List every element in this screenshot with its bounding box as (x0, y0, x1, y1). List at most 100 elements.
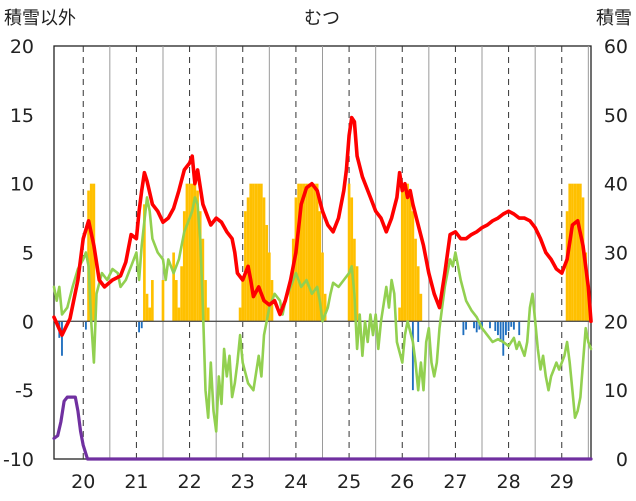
snow-bar (411, 211, 415, 322)
right-tick-label: 30 (604, 243, 628, 265)
blue-bar (462, 321, 465, 336)
snow-bar (355, 266, 359, 322)
x-tick-label: 24 (284, 471, 308, 493)
snow-bar (143, 204, 146, 322)
left-tick-label: 15 (10, 105, 34, 127)
blue-bar (489, 321, 491, 329)
snow-bar (180, 266, 183, 322)
snow-bar (321, 252, 324, 322)
snow-bar (252, 183, 255, 322)
snow-bar (246, 197, 250, 322)
blue-bar (140, 321, 143, 329)
right-tick-label: 50 (604, 105, 628, 127)
right-tick-label: 20 (604, 311, 628, 333)
snow-bar (297, 183, 300, 322)
series-line-green (52, 196, 593, 433)
snow-bar (289, 280, 292, 322)
blue-bar (510, 321, 513, 327)
left-tick-label: -5 (15, 380, 34, 402)
snow-bar (323, 293, 327, 322)
snow-bar (262, 197, 266, 322)
left-tick-label: 20 (10, 36, 34, 58)
x-tick-label: 25 (337, 471, 361, 493)
snow-bar (188, 183, 191, 322)
snow-bar (400, 183, 404, 322)
line-layer (52, 115, 593, 461)
blue-bar (417, 321, 420, 342)
x-tick-label: 20 (71, 471, 95, 493)
snow-bar (249, 183, 253, 322)
snow-bar (571, 183, 574, 322)
snow-bar (177, 307, 181, 322)
snow-bar (193, 183, 197, 322)
blue-bar (499, 321, 502, 342)
blue-bar (61, 321, 63, 356)
blue-bar (138, 321, 140, 333)
snow-bar (302, 183, 306, 322)
snow-bar (87, 190, 90, 322)
left-tick-label: 10 (10, 174, 34, 196)
snow-bar (185, 183, 189, 322)
right-tick-label: 40 (604, 174, 628, 196)
blue-bar (512, 321, 515, 330)
snow-bar (265, 224, 269, 322)
blue-bar (475, 321, 478, 333)
snow-bar (350, 197, 354, 322)
x-tick-label: 28 (496, 471, 520, 493)
snow-bar (260, 183, 263, 322)
left-tick-label: 0 (22, 311, 34, 333)
blue-bar (518, 321, 521, 336)
snow-bar (241, 280, 245, 322)
x-tick-label: 22 (177, 471, 201, 493)
right-tick-label: 10 (604, 380, 628, 402)
blue-bar (411, 321, 414, 391)
series-line-purple (52, 395, 593, 461)
snow-bar (318, 211, 322, 322)
blue-bar (465, 321, 467, 330)
right-axis-label: 積雪 (596, 8, 632, 29)
snow-bar (151, 280, 154, 322)
right-tick-label: 0 (616, 449, 628, 471)
snow-bar (174, 280, 178, 322)
snow-bar (145, 293, 149, 322)
left-axis-label: 積雪以外 (4, 8, 76, 29)
snow-bar (305, 183, 308, 322)
x-tick-label: 21 (124, 471, 148, 493)
left-tick-label: -10 (3, 449, 34, 471)
snow-bar (315, 183, 319, 322)
snow-bar (190, 183, 194, 322)
snow-bar (576, 183, 580, 322)
snow-bar (398, 307, 401, 322)
grid-layer (82, 46, 589, 459)
snow-bar (299, 183, 303, 322)
snow-bar (313, 183, 316, 322)
snow-bar (419, 293, 423, 322)
snow-bar (408, 197, 412, 322)
snow-bar (584, 252, 588, 322)
x-tick-label: 27 (443, 471, 467, 493)
snow-bar (182, 211, 186, 322)
left-tick-label: 5 (22, 243, 34, 265)
blue-bar (505, 321, 507, 336)
snow-bar (89, 183, 93, 322)
snow-bar (347, 183, 351, 322)
blue-bar (497, 321, 499, 336)
snow-bar (204, 280, 207, 322)
snow-bar (254, 183, 258, 322)
snow-bar (403, 183, 407, 322)
blue-bar (507, 321, 510, 331)
snow-bar (148, 307, 152, 322)
snow-bar (206, 307, 210, 322)
blue-bar (473, 321, 475, 329)
blue-bar (502, 321, 505, 356)
snow-bar (268, 252, 271, 322)
x-tick-label: 26 (390, 471, 414, 493)
snow-bar (161, 280, 165, 322)
snow-bar (307, 183, 311, 322)
x-tick-label: 23 (231, 471, 255, 493)
chart-title: むつ (304, 8, 340, 29)
snow-bar (565, 211, 569, 322)
snow-bar (414, 238, 417, 322)
snow-bar (310, 183, 314, 322)
